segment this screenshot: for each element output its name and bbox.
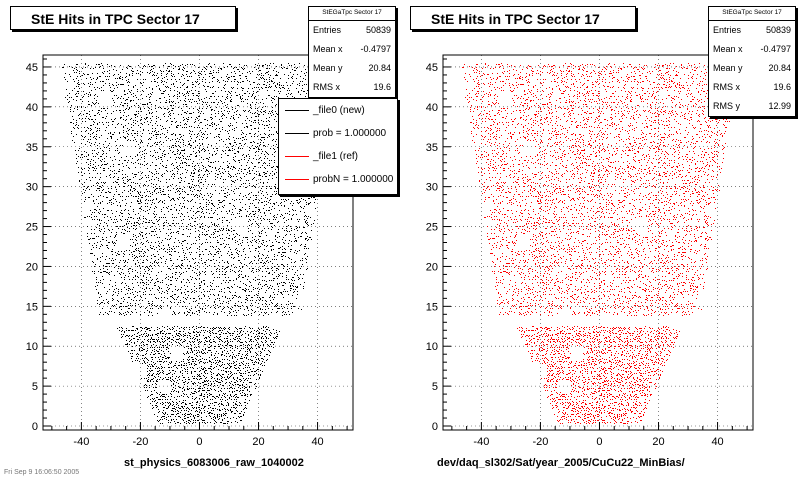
x-axis-label: dev/daq_sl302/Sat/year_2005/CuCu22_MinBi… bbox=[437, 457, 685, 469]
stats-value: 12.99 bbox=[768, 101, 791, 111]
stats-box: StEGaTpc Sector 17 Entries 50839 Mean x -0… bbox=[708, 6, 796, 117]
legend-entry: prob = 1.000000 bbox=[279, 122, 397, 145]
axes: -40 -20 0 20 40 0 5 10 15 20 25 30 35 40 45 bbox=[26, 58, 348, 448]
stats-value: 20.84 bbox=[368, 63, 391, 73]
stats-row: Mean y 20.84 bbox=[309, 59, 395, 78]
stats-value: 50839 bbox=[365, 25, 391, 35]
stats-value: 19.6 bbox=[373, 82, 391, 92]
stats-value: -0.4797 bbox=[360, 44, 391, 54]
x-tick-label: -20 bbox=[132, 436, 148, 448]
stats-value: 19.6 bbox=[773, 82, 791, 92]
stats-row: Entries 50839 bbox=[309, 21, 395, 40]
y-tick-label: 15 bbox=[26, 301, 38, 313]
stats-row: Mean x -0.4797 bbox=[309, 40, 395, 59]
y-tick-label: 40 bbox=[426, 102, 438, 114]
y-tick-label: 20 bbox=[26, 261, 38, 273]
y-tick-label: 10 bbox=[426, 341, 438, 353]
x-axis-label: st_physics_6083006_raw_1040002 bbox=[124, 457, 304, 469]
stats-label: Entries bbox=[713, 25, 742, 35]
y-tick-label: 10 bbox=[26, 341, 38, 353]
y-tick-label: 45 bbox=[26, 62, 38, 74]
y-tick-label: 30 bbox=[426, 182, 438, 194]
stats-label: Mean x bbox=[313, 44, 343, 54]
y-tick-label: 20 bbox=[426, 261, 438, 273]
stats-label: Mean y bbox=[713, 63, 743, 73]
legend-line-icon bbox=[285, 156, 309, 157]
y-tick-label: 0 bbox=[432, 421, 438, 433]
x-tick-label: 40 bbox=[711, 436, 723, 448]
x-tick-label: 20 bbox=[652, 436, 664, 448]
legend-entry: probN = 1.000000 bbox=[279, 168, 397, 191]
legend-line-icon bbox=[285, 110, 309, 111]
x-tick-label: -40 bbox=[73, 436, 89, 448]
stats-title: StEGaTpc Sector 17 bbox=[709, 7, 795, 21]
scatter-plot-ref: -40 -20 0 20 40 0 5 10 15 20 25 30 35 40 45 bbox=[426, 54, 754, 448]
legend-label: probN = 1.000000 bbox=[313, 174, 394, 185]
y-tick-label: 5 bbox=[32, 381, 38, 393]
stats-row: RMS y 12.99 bbox=[709, 97, 795, 116]
stats-value: 50839 bbox=[765, 25, 791, 35]
legend-label: prob = 1.000000 bbox=[313, 128, 387, 139]
plot-frame bbox=[442, 54, 754, 431]
stats-label: RMS y bbox=[713, 101, 740, 111]
stats-value: 20.84 bbox=[768, 63, 791, 73]
plot-title: StE Hits in TPC Sector 17 bbox=[410, 6, 636, 30]
stats-box: StEGaTpc Sector 17 Entries 50839 Mean x -0… bbox=[308, 6, 396, 98]
stats-label: Entries bbox=[313, 25, 342, 35]
y-tick-label: 5 bbox=[432, 381, 438, 393]
x-tick-label: -20 bbox=[532, 436, 548, 448]
legend-entry: _file1 (ref) bbox=[279, 145, 397, 168]
stats-row: RMS x 19.6 bbox=[309, 78, 395, 97]
y-tick-label: 0 bbox=[32, 421, 38, 433]
grid-lines bbox=[443, 55, 753, 430]
stats-label: Mean x bbox=[713, 44, 743, 54]
y-tick-label: 35 bbox=[26, 142, 38, 154]
x-tick-label: -40 bbox=[473, 436, 489, 448]
histogram-pad-ref: -40 -20 0 20 40 0 5 10 15 20 25 30 35 40 45 StE Hits i… bbox=[400, 0, 800, 480]
y-tick-label: 30 bbox=[26, 182, 38, 194]
x-tick-label: 40 bbox=[311, 436, 323, 448]
y-tick-label: 15 bbox=[426, 301, 438, 313]
legend-line-icon bbox=[285, 133, 309, 134]
stats-row: RMS x 19.6 bbox=[709, 78, 795, 97]
y-tick-label: 25 bbox=[26, 222, 38, 234]
footer-timestamp: Fri Sep 9 16:06:50 2005 bbox=[4, 469, 80, 476]
legend-line-icon bbox=[285, 179, 309, 180]
legend-label: _file1 (ref) bbox=[313, 151, 359, 162]
axes: -40 -20 0 20 40 0 5 10 15 20 25 30 35 40 45 bbox=[426, 58, 748, 448]
plot-title: StE Hits in TPC Sector 17 bbox=[10, 6, 236, 30]
stats-label: Mean y bbox=[313, 63, 343, 73]
legend-box: _file0 (new) prob = 1.000000 _file1 (ref… bbox=[278, 98, 398, 195]
y-tick-label: 25 bbox=[426, 222, 438, 234]
legend-entry: _file0 (new) bbox=[279, 99, 397, 122]
stats-value: -0.4797 bbox=[760, 44, 791, 54]
y-tick-label: 40 bbox=[26, 102, 38, 114]
stats-row: Mean y 20.84 bbox=[709, 59, 795, 78]
stats-title: StEGaTpc Sector 17 bbox=[309, 7, 395, 21]
legend-label: _file0 (new) bbox=[313, 105, 365, 116]
stats-label: RMS x bbox=[313, 82, 340, 92]
stats-label: RMS x bbox=[713, 82, 740, 92]
x-tick-label: 0 bbox=[596, 436, 602, 448]
stats-row: Mean x -0.4797 bbox=[709, 40, 795, 59]
x-tick-label: 20 bbox=[252, 436, 264, 448]
y-tick-label: 35 bbox=[426, 142, 438, 154]
stats-row: Entries 50839 bbox=[709, 21, 795, 40]
histogram-pad-new: -40 -20 0 20 40 0 5 10 15 20 25 30 35 40 45 StE Hits i… bbox=[4, 6, 398, 476]
y-tick-label: 45 bbox=[426, 62, 438, 74]
x-tick-label: 0 bbox=[196, 436, 202, 448]
grid-lines bbox=[43, 55, 353, 430]
